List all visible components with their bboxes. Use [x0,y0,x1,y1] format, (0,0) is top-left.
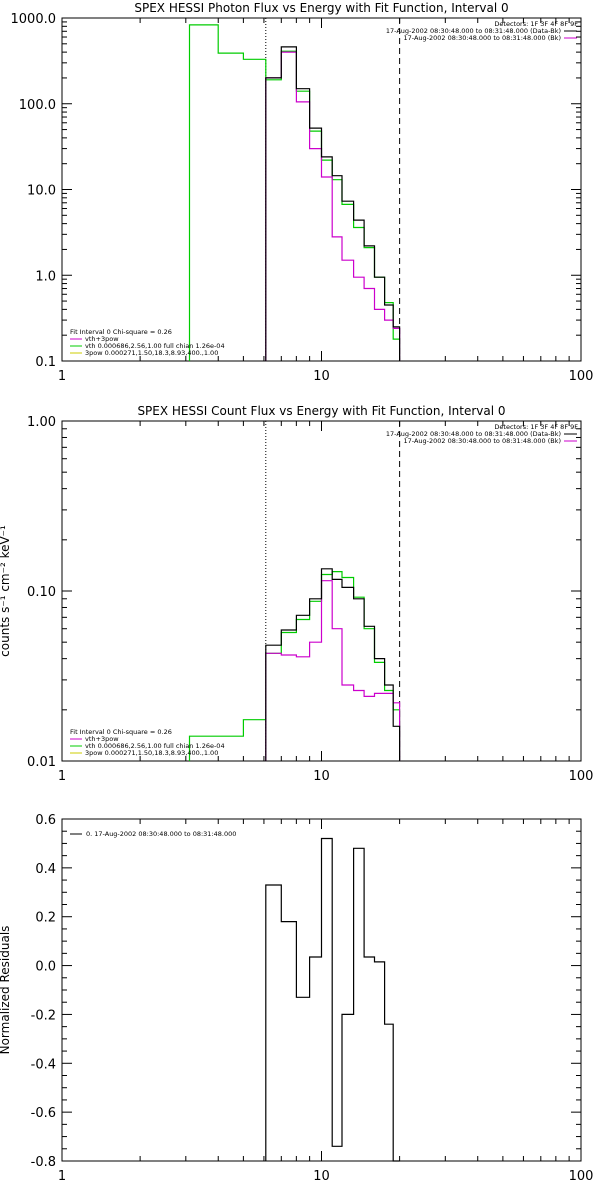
legend-entry: vth 0.000686,2.56,1.00 full chian 1.26e-… [85,342,225,350]
info-line: 17-Aug-2002 08:30:48.000 to 08:31:48.000… [386,430,561,438]
chart-title: SPEX HESSI Photon Flux vs Energy with Fi… [134,1,508,15]
y-tick-label: 1.0 [35,269,56,284]
y-tick-label: 0.0 [35,960,56,975]
y-tick-label: 1000.0 [11,12,57,27]
legend-entry: 0. 17-Aug-2002 08:30:48.000 to 08:31:48.… [86,830,236,838]
series-0-line [265,837,400,1162]
y-tick-label: -0.2 [31,1008,56,1023]
legend-entry: vth+3pow [85,735,119,743]
x-tick-label: 100 [569,369,594,384]
legend-entry: Fit Interval 0 Chi-square = 0.26 [70,728,172,736]
y-tick-label: -0.8 [31,1155,56,1170]
x-tick-label: 1 [58,1169,66,1184]
chart-0: SPEX HESSI Photon Flux vs Energy with Fi… [11,1,594,384]
legend-entry: vth+3pow [85,335,119,343]
info-line: 17-Aug-2002 08:30:48.000 to 08:31:48.000… [386,27,561,35]
info-line: Detectors: 1F 3F 4F 8F 9F [494,20,578,28]
y-tick-label: 0.1 [35,355,56,370]
info-line: 17-Aug-2002 08:30:48.000 to 08:31:48.000… [404,34,561,42]
y-axis-label: counts s⁻¹ cm⁻² keV⁻¹ [0,525,12,657]
legend-entry: 3pow 0.000271,1.50,18.3,8.93,400.,1.00 [85,349,218,357]
legend-entry: 3pow 0.000271,1.50,18.3,8.93,400.,1.00 [85,749,218,757]
y-tick-label: 0.6 [35,813,56,828]
y-tick-label: 0.10 [27,585,56,600]
legend-entry: Fit Interval 0 Chi-square = 0.26 [70,328,172,336]
chart-1: SPEX HESSI Count Flux vs Energy with Fit… [0,404,593,784]
y-tick-label: 100.0 [19,98,56,113]
x-tick-label: 10 [313,1169,330,1184]
chart-2: 1 10 100 -0.8 -0.6 -0.4 -0.2 0.0 0.2 0.4 0.6 Normal… [0,813,593,1184]
x-tick-label: 100 [569,1169,594,1184]
legend-entry: vth 0.000686,2.56,1.00 full chian 1.26e-… [85,742,225,750]
y-tick-label: 0.01 [27,755,56,770]
y-axis-label: Normalized Residuals [0,926,12,1055]
y-tick-label: 0.4 [35,862,56,877]
x-tick-label: 100 [569,769,594,784]
series-1-line [265,580,401,761]
x-tick-label: 1 [58,769,66,784]
y-tick-label: -0.6 [31,1106,56,1121]
y-tick-label: 0.2 [35,911,56,926]
x-tick-label: 1 [58,369,66,384]
series-2-line [188,24,401,361]
y-tick-label: -0.4 [31,1057,56,1072]
series-0-line [265,46,401,361]
info-line: 17-Aug-2002 08:30:48.000 to 08:31:48.000… [404,437,561,445]
series-2-line [188,571,401,761]
plot-frame [61,17,582,362]
x-tick-label: 10 [313,369,330,384]
chart-title: SPEX HESSI Count Flux vs Energy with Fit… [137,404,505,418]
series-1-line [265,51,401,361]
y-tick-label: 1.00 [27,415,56,430]
series-0-line [265,568,401,761]
y-tick-label: 10.0 [27,184,56,199]
x-tick-label: 10 [313,769,330,784]
info-line: Detectors: 1F 3F 4F 8F 9F [494,423,578,431]
